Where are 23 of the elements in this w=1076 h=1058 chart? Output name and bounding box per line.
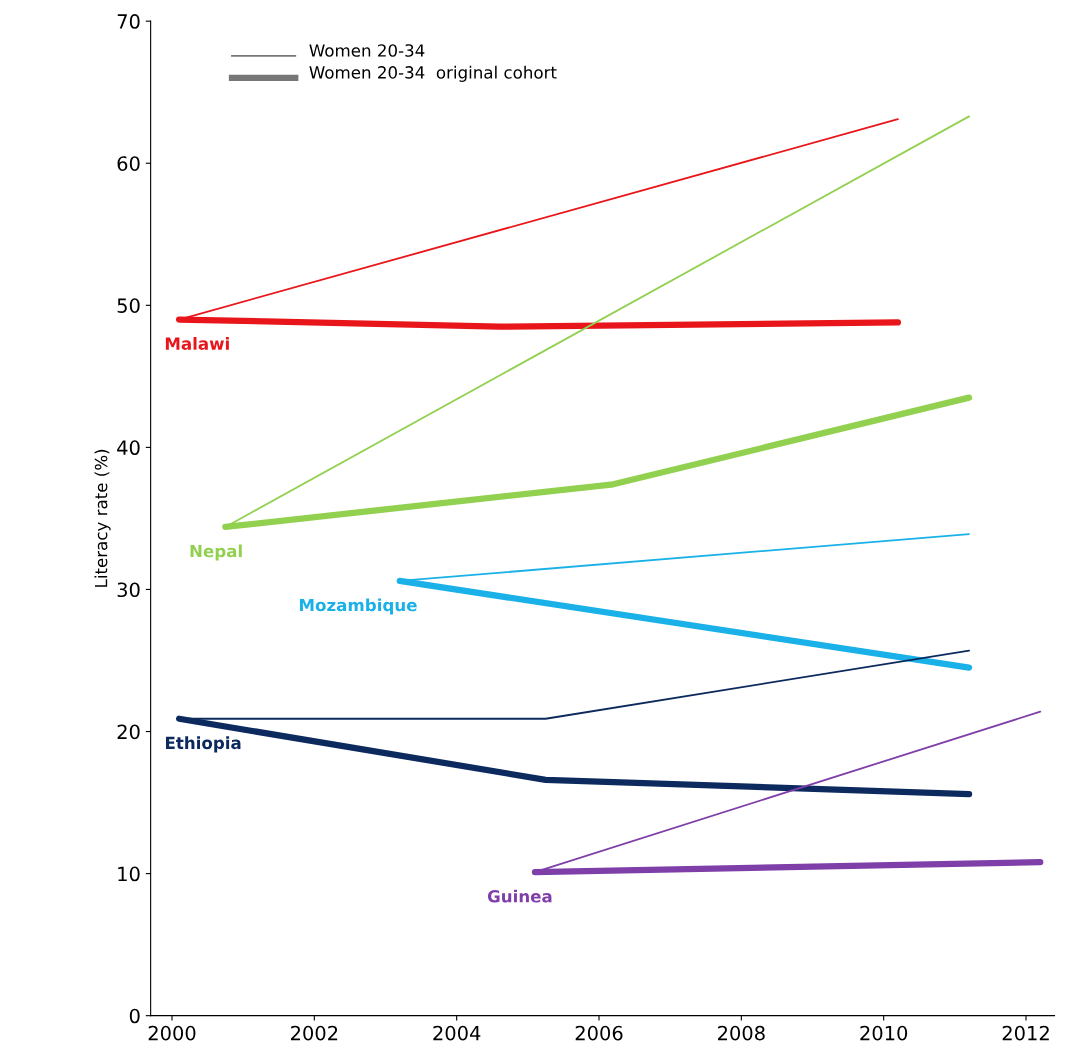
x-tick-label: 2008 [718, 1025, 765, 1041]
y-axis-title: Literacy rate (%) [94, 449, 111, 587]
y-tick-label: 50 [117, 298, 140, 313]
series-label: Nepal [190, 544, 242, 561]
series-label: Malawi [165, 337, 229, 350]
x-tick-label: 2012 [1002, 1025, 1049, 1041]
annotation: Women 20-34 original cohort [309, 65, 557, 82]
series-label: Ethiopia [166, 736, 241, 753]
y-tick-label: 70 [117, 14, 140, 29]
y-tick-label: 10 [118, 866, 140, 882]
y-tick-label: 60 [117, 156, 140, 171]
series-label: Guinea [487, 889, 552, 903]
x-tick-label: 2010 [860, 1025, 908, 1041]
y-tick-label: 30 [117, 582, 140, 598]
y-tick-label: 0 [129, 1008, 140, 1024]
y-tick-label: 40 [117, 440, 140, 456]
x-tick-label: 2000 [148, 1025, 196, 1041]
x-tick-label: 2006 [575, 1025, 623, 1041]
y-tick-label: 20 [117, 724, 140, 740]
x-tick-label: 2002 [291, 1025, 338, 1041]
annotation: Women 20-34 [309, 44, 425, 57]
series-label: Mozambique [299, 598, 417, 615]
x-tick-label: 2004 [433, 1025, 481, 1041]
